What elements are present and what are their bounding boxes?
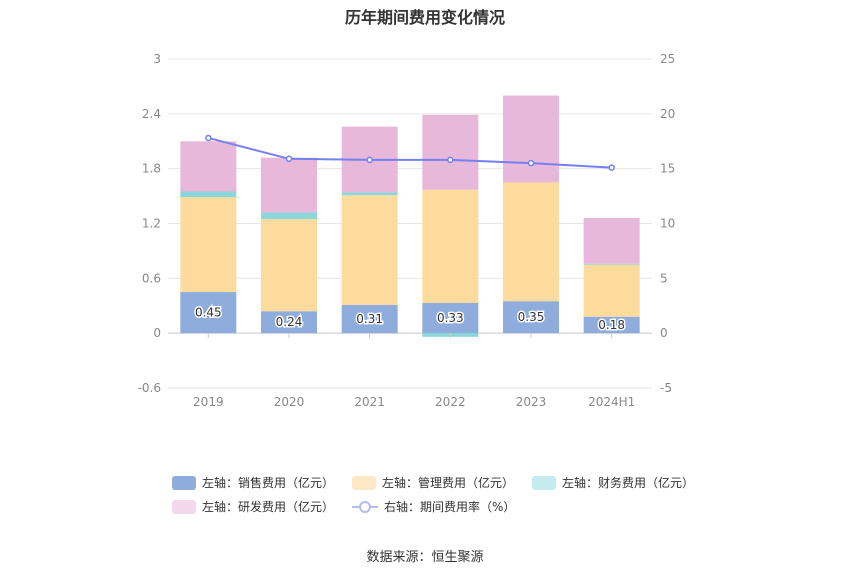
y-right-tick-label: 20 (660, 107, 675, 121)
bar-segment (583, 264, 640, 317)
bar-segment (583, 218, 640, 264)
x-tick-label: 2022 (435, 395, 466, 409)
data-label: 0.35 (518, 310, 545, 324)
legend-item-expense-rate[interactable]: 右轴：期间费用率（%） (352, 498, 515, 515)
y-right-tick-label: 25 (660, 52, 675, 66)
expense-rate-line (208, 136, 612, 169)
chart-title: 历年期间费用变化情况 (344, 8, 505, 27)
bar-segment (180, 292, 237, 334)
data-label: 0.24 (276, 315, 303, 329)
expense-rate-point (608, 164, 615, 171)
y-left-tick-label: 1.2 (142, 217, 161, 231)
bar-segment (422, 303, 479, 334)
bar-segment (583, 263, 640, 265)
bar-segment (341, 195, 398, 305)
y-right-tick-label: 5 (660, 271, 668, 285)
legend-item-sales[interactable]: 左轴：销售费用（亿元） (172, 474, 334, 491)
data-label: 0.31 (356, 312, 383, 326)
x-tick-label: 2019 (193, 395, 224, 409)
legend-swatch-sales (172, 475, 196, 490)
legend-label-admin: 左轴：管理费用（亿元） (382, 476, 515, 490)
legend-swatch-rnd (172, 499, 196, 514)
bar-segment (261, 157, 317, 213)
bar-segment (422, 114, 479, 190)
y-right-tick-label: -5 (660, 381, 672, 395)
y-right-tick-label: 0 (660, 326, 668, 340)
expense-rate-point (447, 156, 454, 164)
x-tick-label: 2023 (516, 395, 547, 409)
bar-segment (261, 218, 317, 312)
bar-segment (583, 316, 640, 334)
legend-label-finance: 左轴：财务费用（亿元） (562, 476, 695, 490)
bar-segment (503, 95, 559, 183)
expense-rate-point (366, 156, 373, 164)
bar-segment (180, 141, 237, 192)
y-left-tick-label: -0.6 (138, 381, 161, 395)
data-label: 0.18 (598, 318, 625, 332)
data-label: 0.33 (437, 311, 464, 325)
y-left-tick-label: 0 (153, 326, 161, 340)
expense-rate-point (285, 155, 293, 163)
bar-segment (180, 191, 237, 197)
y-left-tick-label: 0.6 (142, 271, 161, 285)
legend-item-finance[interactable]: 左轴：财务费用（亿元） (532, 474, 694, 491)
y-right-tick-label: 15 (660, 162, 675, 176)
legend-swatch-finance (532, 475, 557, 490)
expense-rate-point (205, 134, 212, 142)
bar-segment (422, 189, 479, 304)
x-tick-label: 2024H1 (588, 395, 635, 409)
bar-segment (341, 192, 398, 196)
legend-swatch-admin (352, 475, 377, 490)
expense-rate-point (527, 159, 535, 167)
x-tick-label: 2020 (274, 395, 305, 409)
data-source: 数据来源：恒生聚源 (366, 550, 484, 565)
bar-segment (503, 301, 559, 334)
legend-label-sales: 左轴：销售费用（亿元） (202, 476, 335, 490)
y-left-tick-label: 2.4 (142, 107, 161, 121)
legend-label-rnd: 左轴：研发费用（亿元） (202, 500, 335, 514)
y-left-tick-label: 1.8 (142, 162, 161, 176)
bar-segment (261, 212, 317, 219)
bar-segment (180, 196, 237, 293)
x-tick-label: 2021 (354, 395, 385, 409)
legend-item-rnd[interactable]: 左轴：研发费用（亿元） (172, 498, 334, 515)
data-label: 0.45 (195, 306, 222, 320)
bar-segment (261, 311, 317, 334)
chart-plot: -0.6 0 0.6 1.2 1.8 2.4 3 -5 0 5 10 15 20 25 2019 2020 20… (138, 52, 676, 409)
y-left-tick-label: 3 (153, 52, 161, 66)
legend-label-expense-rate: 右轴：期间费用率（%） (384, 500, 516, 514)
bar-segment (503, 182, 559, 302)
bar-segment (341, 304, 398, 334)
legend-item-admin[interactable]: 左轴：管理费用（亿元） (352, 474, 514, 491)
y-right-tick-label: 10 (660, 217, 675, 231)
legend-swatch-expense-rate (352, 500, 379, 513)
